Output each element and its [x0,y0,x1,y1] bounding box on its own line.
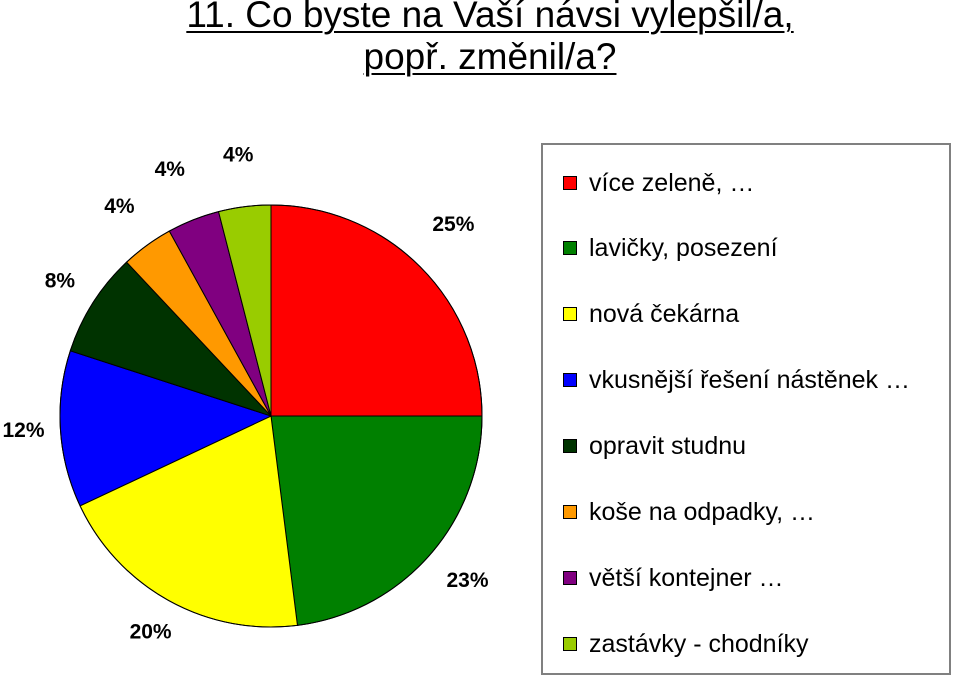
legend-item: lavičky, posezení [563,234,778,262]
slice-value-label: 25% [432,213,474,236]
legend-label: nová čekárna [589,299,740,328]
legend-item: koše na odpadky, … [563,498,815,526]
legend-swatch [563,439,577,453]
chart-title-line-1: 11. Co byste na Vaší návsi vylepšil/a, [186,0,794,35]
slice-value-label: 12% [2,419,44,442]
legend-swatch [563,373,577,387]
legend-label: zastávky - chodníky [589,629,809,658]
legend-item: zastávky - chodníky [563,630,809,658]
legend-item: více zeleně, … [563,169,754,197]
pie-slice [270,415,483,626]
pie-slice [270,204,483,417]
slice-value-label: 20% [130,621,172,644]
chart-title: 11. Co byste na Vaší návsi vylepšil/a, p… [0,0,960,78]
legend-label: více zeleně, … [589,168,755,197]
slice-value-label: 4% [223,144,254,167]
legend-item: nová čekárna [563,300,739,328]
legend-item: větší kontejner … [563,564,784,592]
slice-value-label: 8% [45,270,76,293]
legend-swatch [563,505,577,519]
legend-item: vkusnější řešení nástěnek … [563,366,910,394]
chart-legend: více zeleně, … lavičky, posezení nová čeká… [541,143,951,675]
legend-swatch [563,637,577,651]
legend-label: větší kontejner … [589,563,784,592]
slice-value-label: 4% [155,158,186,181]
pie-outline [59,204,483,628]
slice-value-label: 23% [446,569,488,592]
legend-swatch [563,176,577,190]
legend-swatch [563,571,577,585]
legend-swatch [563,241,577,255]
legend-swatch [563,307,577,321]
legend-label: opravit studnu [589,431,747,460]
slice-value-label: 4% [104,195,135,218]
legend-item: opravit studnu [563,432,746,460]
legend-label: vkusnější řešení nástěnek … [589,365,910,394]
chart-title-line-2: popř. změnil/a? [363,36,617,77]
legend-label: koše na odpadky, … [589,497,816,526]
legend-label: lavičky, posezení [589,233,778,262]
